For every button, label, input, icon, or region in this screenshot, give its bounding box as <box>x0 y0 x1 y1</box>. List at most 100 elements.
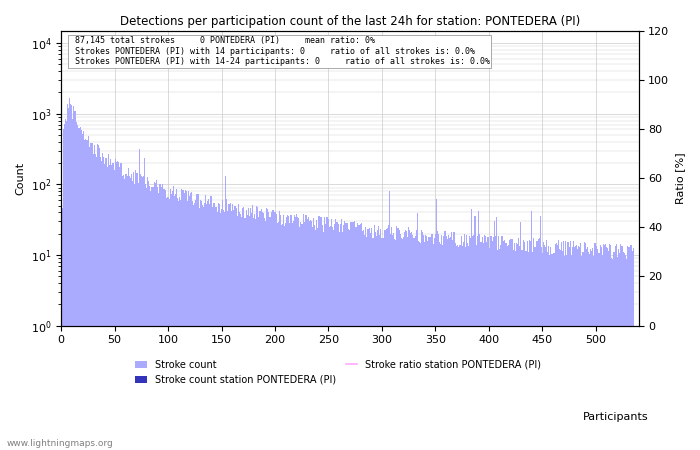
Bar <box>559 249 560 450</box>
Bar <box>453 232 454 450</box>
Bar <box>512 239 513 450</box>
Bar <box>302 224 303 450</box>
Bar <box>406 231 407 450</box>
Bar <box>183 193 185 450</box>
Bar <box>294 215 295 450</box>
Bar <box>507 246 508 450</box>
Bar <box>212 207 214 450</box>
Bar <box>69 98 70 450</box>
Bar <box>92 153 94 450</box>
Bar <box>412 235 414 450</box>
Text: 87,145 total strokes     0 PONTEDERA (PI)     mean ratio: 0%
 Strokes PONTEDERA : 87,145 total strokes 0 PONTEDERA (PI) me… <box>70 36 490 66</box>
Bar <box>600 245 601 450</box>
Bar <box>552 253 554 450</box>
Bar <box>547 252 548 450</box>
Bar <box>540 248 542 450</box>
Bar <box>319 216 321 450</box>
Bar <box>452 239 453 450</box>
Bar <box>313 218 314 450</box>
Bar <box>150 191 151 450</box>
Bar <box>420 243 421 450</box>
Bar <box>434 238 435 450</box>
Bar <box>353 222 354 450</box>
Bar <box>489 248 491 450</box>
Bar <box>122 175 124 450</box>
Bar <box>235 206 236 450</box>
Bar <box>531 211 532 450</box>
Bar <box>214 203 215 450</box>
Bar <box>456 246 457 450</box>
Bar <box>590 249 591 450</box>
Text: Participants: Participants <box>583 412 649 422</box>
Bar <box>124 179 125 450</box>
Bar <box>578 246 579 450</box>
Bar <box>222 199 223 450</box>
Y-axis label: Count: Count <box>15 162 25 195</box>
Bar <box>370 233 371 450</box>
Bar <box>67 104 68 450</box>
Bar <box>423 235 424 450</box>
Bar <box>519 246 520 450</box>
Text: www.lightningmaps.org: www.lightningmaps.org <box>7 439 113 448</box>
Bar <box>333 230 335 450</box>
Bar <box>494 220 495 450</box>
Bar <box>550 247 552 450</box>
Bar <box>631 251 633 450</box>
Bar <box>586 249 587 450</box>
Bar <box>178 201 179 450</box>
Bar <box>270 217 271 450</box>
Bar <box>160 184 161 450</box>
Bar <box>501 236 502 450</box>
Bar <box>471 208 472 450</box>
Bar <box>269 217 270 450</box>
Bar <box>258 216 260 450</box>
Bar <box>362 231 363 450</box>
Bar <box>576 245 577 450</box>
Bar <box>194 203 195 450</box>
Bar <box>169 189 171 450</box>
Bar <box>517 244 518 450</box>
Bar <box>129 176 130 450</box>
Bar <box>120 163 122 450</box>
Bar <box>301 224 302 450</box>
Bar <box>104 164 106 450</box>
Bar <box>626 259 627 450</box>
Bar <box>110 159 111 450</box>
Bar <box>396 226 398 450</box>
Bar <box>199 199 201 450</box>
Bar <box>605 244 606 450</box>
Bar <box>327 217 328 450</box>
Bar <box>372 238 373 450</box>
Bar <box>400 238 402 450</box>
Bar <box>280 215 281 450</box>
Bar <box>284 226 285 450</box>
Bar <box>108 165 110 450</box>
Bar <box>377 230 378 450</box>
Bar <box>375 232 376 450</box>
Bar <box>74 111 76 450</box>
Bar <box>265 221 266 450</box>
Bar <box>113 163 114 450</box>
Bar <box>505 243 507 450</box>
Bar <box>509 240 510 450</box>
Bar <box>529 240 530 450</box>
Bar <box>395 240 396 450</box>
Bar <box>525 251 526 450</box>
Bar <box>398 230 400 450</box>
Bar <box>238 204 239 450</box>
Bar <box>226 199 228 450</box>
Bar <box>262 213 264 450</box>
Bar <box>625 255 626 450</box>
Bar <box>455 243 456 450</box>
Bar <box>513 250 514 450</box>
Bar <box>217 212 218 450</box>
Bar <box>561 242 562 450</box>
Bar <box>197 194 199 450</box>
Bar <box>239 212 240 450</box>
Bar <box>90 143 92 450</box>
Bar <box>536 241 538 450</box>
Bar <box>534 247 536 450</box>
Bar <box>518 238 519 450</box>
Bar <box>580 243 582 450</box>
Bar <box>139 148 140 450</box>
